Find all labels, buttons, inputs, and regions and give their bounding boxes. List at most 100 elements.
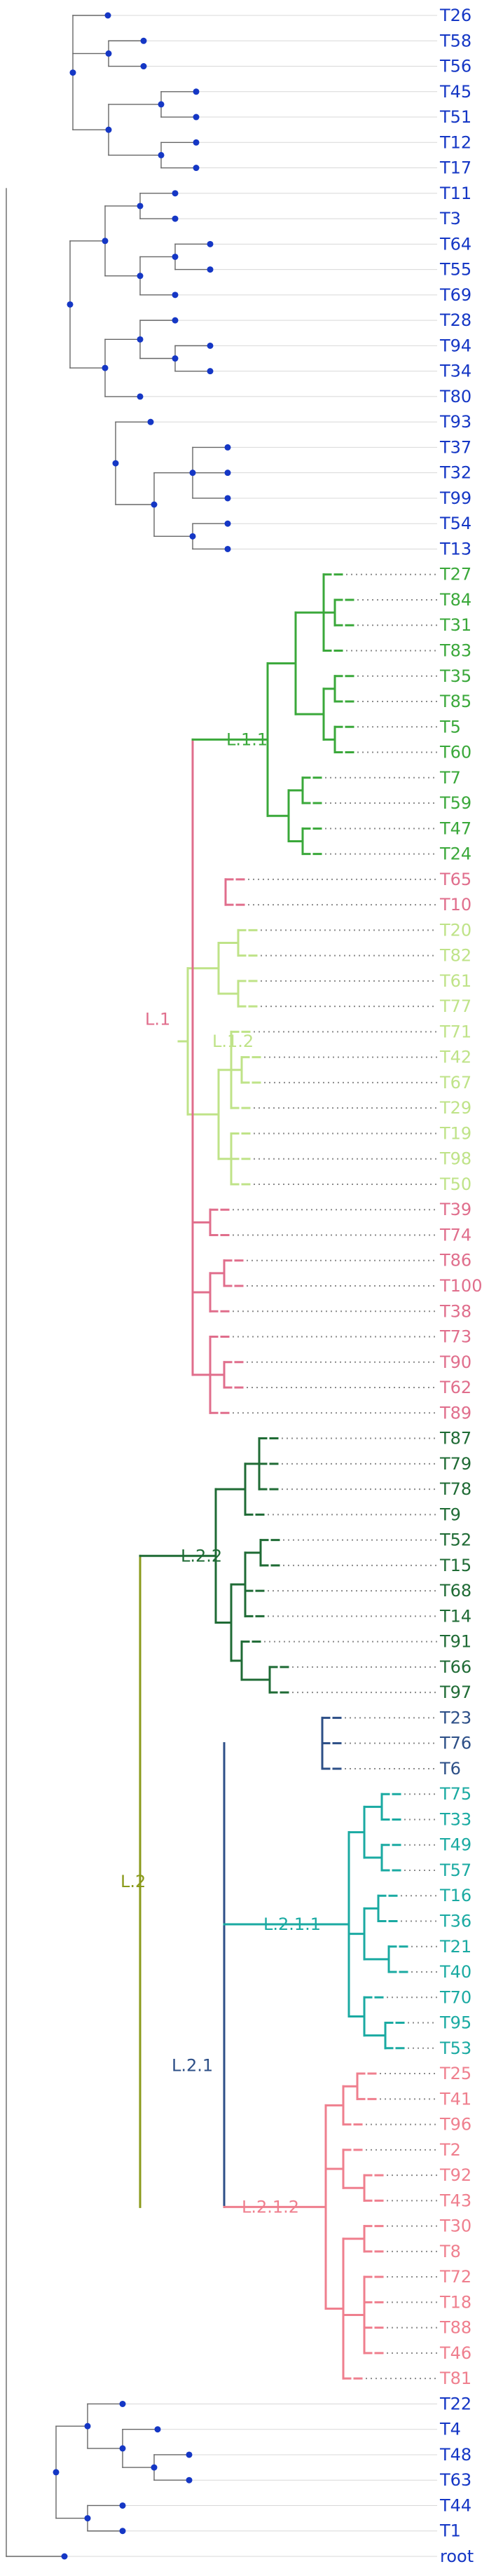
tip-label: T41	[439, 2089, 471, 2109]
node-dot	[193, 88, 200, 95]
tip-label: T96	[439, 2115, 471, 2135]
tip-label: T55	[439, 260, 471, 280]
node-dot	[189, 533, 196, 540]
clade-label: L.1.2	[212, 1032, 254, 1051]
tip-label: T27	[439, 565, 471, 584]
tip-label: T80	[439, 387, 471, 406]
tip-label: T76	[439, 1734, 471, 1753]
node-dot	[105, 50, 112, 57]
node-dot	[119, 2502, 126, 2509]
tip-label: T85	[439, 692, 471, 711]
node-dot	[140, 37, 147, 44]
tip-label: T64	[439, 234, 471, 254]
tip-label: T4	[439, 2420, 461, 2439]
tip-label: T23	[439, 1708, 471, 1727]
tip-label: T68	[439, 1581, 471, 1601]
tip-label: T42	[439, 1048, 471, 1067]
node-dot	[61, 2553, 68, 2560]
node-dot	[186, 2476, 193, 2483]
node-dot	[224, 444, 231, 451]
tip-label: T38	[439, 1301, 471, 1321]
tip-label: T97	[439, 1683, 471, 1702]
node-dot	[84, 2423, 91, 2430]
tip-label: T44	[439, 2495, 471, 2515]
tip-label: T77	[439, 996, 471, 1016]
node-dot	[119, 2528, 126, 2535]
clade-labels: L.1 L.1.1 L.1.2 L.2 L.2.2 L.2.1 L.2.1.1 L.2.1.2	[120, 729, 321, 2217]
tip-label: T8	[439, 2242, 461, 2261]
tip-label: T82	[439, 946, 471, 966]
node-dot	[69, 69, 76, 76]
node-dot	[207, 266, 214, 273]
node-dot	[172, 253, 179, 260]
node-dot	[104, 12, 111, 19]
tip-label: T90	[439, 1352, 471, 1372]
tip-label: T95	[439, 2013, 471, 2033]
tip-label: T69	[439, 285, 471, 305]
tip-label: T53	[439, 2039, 471, 2058]
tip-label: T11	[439, 184, 471, 203]
node-dot	[137, 393, 144, 400]
tip-label: T72	[439, 2267, 471, 2287]
tip-label: T26	[439, 6, 471, 25]
clade-label: L.2.2	[181, 1546, 222, 1566]
node-dot	[84, 2515, 91, 2522]
node-dot	[151, 501, 158, 508]
tip-label: T20	[439, 920, 471, 940]
tip-label: T34	[439, 362, 471, 381]
tip-label: T24	[439, 844, 471, 864]
clade-label: L.2.1.2	[242, 2197, 299, 2217]
tip-label: T50	[439, 1174, 471, 1194]
tip-label: T7	[439, 768, 461, 788]
tip-label: T18	[439, 2292, 471, 2312]
node-dot	[137, 336, 144, 343]
tip-label: T19	[439, 1123, 471, 1143]
tip-label: T36	[439, 1912, 471, 1931]
tip-label: T15	[439, 1556, 471, 1575]
tip-label: T92	[439, 2165, 471, 2185]
tip-label: T84	[439, 590, 471, 610]
tip-label: T14	[439, 1606, 471, 1626]
tip-label: T33	[439, 1809, 471, 1829]
tip-label: T49	[439, 1835, 471, 1855]
tip-label: T56	[439, 57, 471, 76]
node-dot	[102, 238, 109, 245]
node-dot	[151, 2464, 158, 2471]
tip-label: T91	[439, 1632, 471, 1652]
clade-label: L.2.1	[172, 2056, 213, 2076]
tip-label: T17	[439, 158, 471, 178]
node-dot	[193, 114, 200, 121]
tip-label: T9	[439, 1505, 461, 1524]
node-dot	[172, 215, 179, 222]
node-dot	[102, 364, 109, 371]
node-dot	[147, 418, 154, 425]
tip-label: T35	[439, 666, 471, 686]
tip-label: T5	[439, 717, 461, 737]
tip-label: T21	[439, 1937, 471, 1957]
tip-label: T12	[439, 132, 471, 152]
node-dot	[172, 317, 179, 324]
node-dot	[119, 2400, 126, 2407]
tip-label: T99	[439, 488, 471, 508]
clade-label: L.2.1.1	[263, 1914, 321, 1934]
tip-label: T100	[439, 1276, 482, 1296]
tip-label: T29	[439, 1098, 471, 1118]
tip-label: T79	[439, 1454, 471, 1474]
tip-label: T75	[439, 1784, 471, 1804]
tip-label: T52	[439, 1530, 471, 1550]
tip-label: T83	[439, 641, 471, 661]
tip-label: T16	[439, 1886, 471, 1905]
tip-label: T51	[439, 107, 471, 127]
tip-label: T46	[439, 2343, 471, 2363]
node-dot	[137, 203, 144, 210]
clade-label: L.1.1	[226, 729, 268, 749]
node-dot	[53, 2469, 60, 2476]
clade-label: L.1	[145, 1009, 170, 1029]
tip-label: T62	[439, 1378, 471, 1397]
node-dot	[172, 355, 179, 362]
tip-label: T58	[439, 31, 471, 50]
node-dot	[140, 63, 147, 70]
node-dot	[224, 545, 231, 552]
tip-label: T10	[439, 895, 471, 914]
